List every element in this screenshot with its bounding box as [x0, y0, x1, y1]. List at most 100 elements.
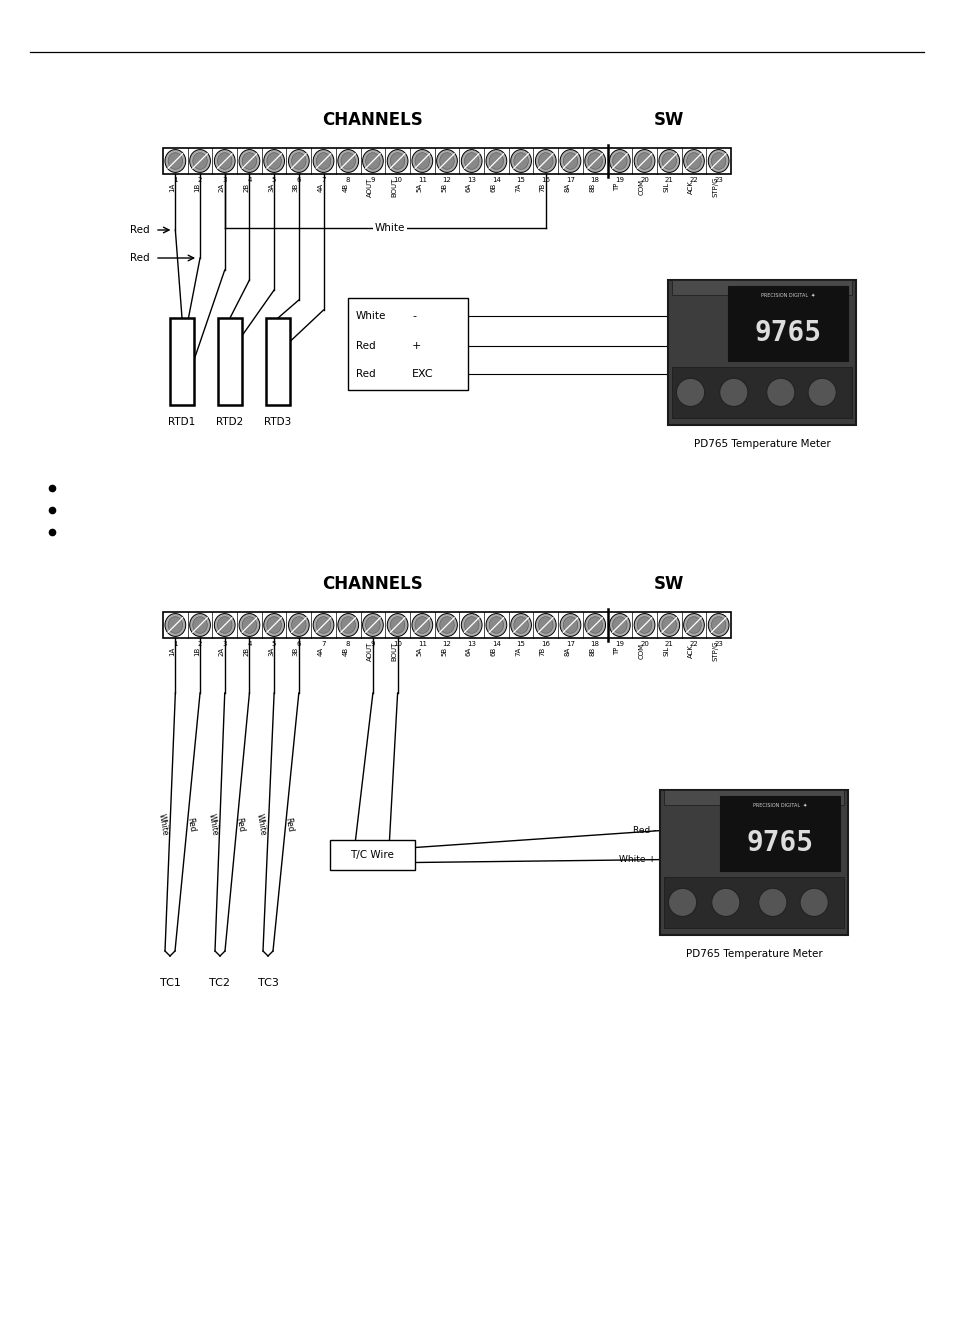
Ellipse shape: [288, 150, 309, 172]
Circle shape: [676, 378, 704, 406]
Text: 7B: 7B: [539, 647, 545, 656]
Text: 9: 9: [371, 176, 375, 183]
Ellipse shape: [436, 613, 456, 636]
Ellipse shape: [510, 150, 531, 172]
Text: 6B: 6B: [490, 647, 496, 656]
Text: 8: 8: [346, 176, 350, 183]
Text: 4B: 4B: [342, 647, 348, 656]
Ellipse shape: [612, 152, 626, 170]
Text: 13: 13: [467, 176, 476, 183]
Text: 6: 6: [296, 176, 301, 183]
Text: 7A: 7A: [515, 183, 520, 191]
Ellipse shape: [387, 613, 408, 636]
Text: 18: 18: [590, 641, 599, 647]
Bar: [218, 318, 242, 405]
Text: 2A: 2A: [218, 647, 225, 656]
Ellipse shape: [340, 617, 355, 633]
Bar: [163, 612, 730, 639]
Text: 17: 17: [565, 641, 575, 647]
Text: 18: 18: [590, 176, 599, 183]
Ellipse shape: [217, 152, 232, 170]
Ellipse shape: [659, 150, 679, 172]
Text: 2A: 2A: [218, 183, 225, 191]
Ellipse shape: [415, 152, 429, 170]
Text: 9765: 9765: [754, 318, 821, 346]
Text: -: -: [412, 311, 416, 321]
Ellipse shape: [313, 150, 334, 172]
Ellipse shape: [390, 617, 404, 633]
Circle shape: [800, 888, 827, 916]
Text: 3B: 3B: [293, 647, 298, 656]
Ellipse shape: [337, 150, 358, 172]
Text: 7A: 7A: [515, 647, 520, 656]
Text: Red: Red: [131, 224, 150, 235]
Ellipse shape: [412, 613, 433, 636]
Ellipse shape: [461, 150, 481, 172]
Bar: [667, 281, 855, 425]
Ellipse shape: [412, 150, 433, 172]
Ellipse shape: [193, 617, 207, 633]
Text: 22: 22: [689, 176, 698, 183]
Text: 22: 22: [689, 641, 698, 647]
Ellipse shape: [634, 150, 655, 172]
Text: 4: 4: [247, 641, 252, 647]
Text: 14: 14: [492, 641, 500, 647]
Ellipse shape: [387, 150, 408, 172]
Text: STP/G: STP/G: [712, 176, 718, 198]
Text: 5B: 5B: [440, 647, 447, 656]
Bar: [663, 876, 843, 927]
Text: White: White: [375, 223, 405, 232]
Ellipse shape: [214, 613, 234, 636]
Text: 1B: 1B: [193, 183, 200, 191]
Text: 1: 1: [172, 176, 177, 183]
Ellipse shape: [365, 152, 380, 170]
Bar: [348, 298, 468, 390]
Text: PD765 Temperature Meter: PD765 Temperature Meter: [693, 440, 829, 449]
Text: 8A: 8A: [564, 647, 570, 656]
Ellipse shape: [415, 617, 429, 633]
Text: PRECISION DIGITAL  ✦: PRECISION DIGITAL ✦: [753, 803, 806, 808]
Text: TC1: TC1: [159, 978, 180, 989]
Text: +: +: [412, 341, 421, 351]
Bar: [671, 367, 851, 418]
Ellipse shape: [242, 617, 256, 633]
Text: 4B: 4B: [342, 183, 348, 191]
Ellipse shape: [683, 613, 703, 636]
Ellipse shape: [461, 613, 481, 636]
Text: TC3: TC3: [257, 978, 278, 989]
Ellipse shape: [242, 152, 256, 170]
Ellipse shape: [609, 613, 630, 636]
Ellipse shape: [267, 617, 281, 633]
Text: EXC: EXC: [412, 369, 434, 379]
Text: White +: White +: [618, 855, 656, 864]
Ellipse shape: [537, 617, 553, 633]
Text: White: White: [355, 311, 386, 321]
Text: 21: 21: [664, 641, 673, 647]
Ellipse shape: [707, 150, 728, 172]
Ellipse shape: [464, 152, 478, 170]
Ellipse shape: [439, 152, 454, 170]
Text: COM: COM: [638, 179, 644, 195]
Ellipse shape: [439, 617, 454, 633]
Ellipse shape: [584, 150, 605, 172]
Text: 5A: 5A: [416, 647, 422, 656]
Ellipse shape: [485, 150, 506, 172]
Ellipse shape: [559, 150, 580, 172]
Text: ACK: ACK: [687, 180, 693, 194]
Text: Red: Red: [131, 253, 150, 263]
Ellipse shape: [362, 150, 383, 172]
Ellipse shape: [559, 613, 580, 636]
Text: 3: 3: [222, 176, 227, 183]
Ellipse shape: [313, 613, 334, 636]
Ellipse shape: [168, 152, 182, 170]
Circle shape: [758, 888, 786, 916]
Ellipse shape: [489, 617, 503, 633]
Ellipse shape: [707, 613, 728, 636]
Ellipse shape: [263, 150, 284, 172]
Bar: [671, 281, 851, 294]
Text: 12: 12: [442, 641, 451, 647]
Ellipse shape: [362, 613, 383, 636]
Ellipse shape: [562, 152, 578, 170]
Text: White: White: [254, 812, 268, 836]
Text: 19: 19: [615, 176, 623, 183]
